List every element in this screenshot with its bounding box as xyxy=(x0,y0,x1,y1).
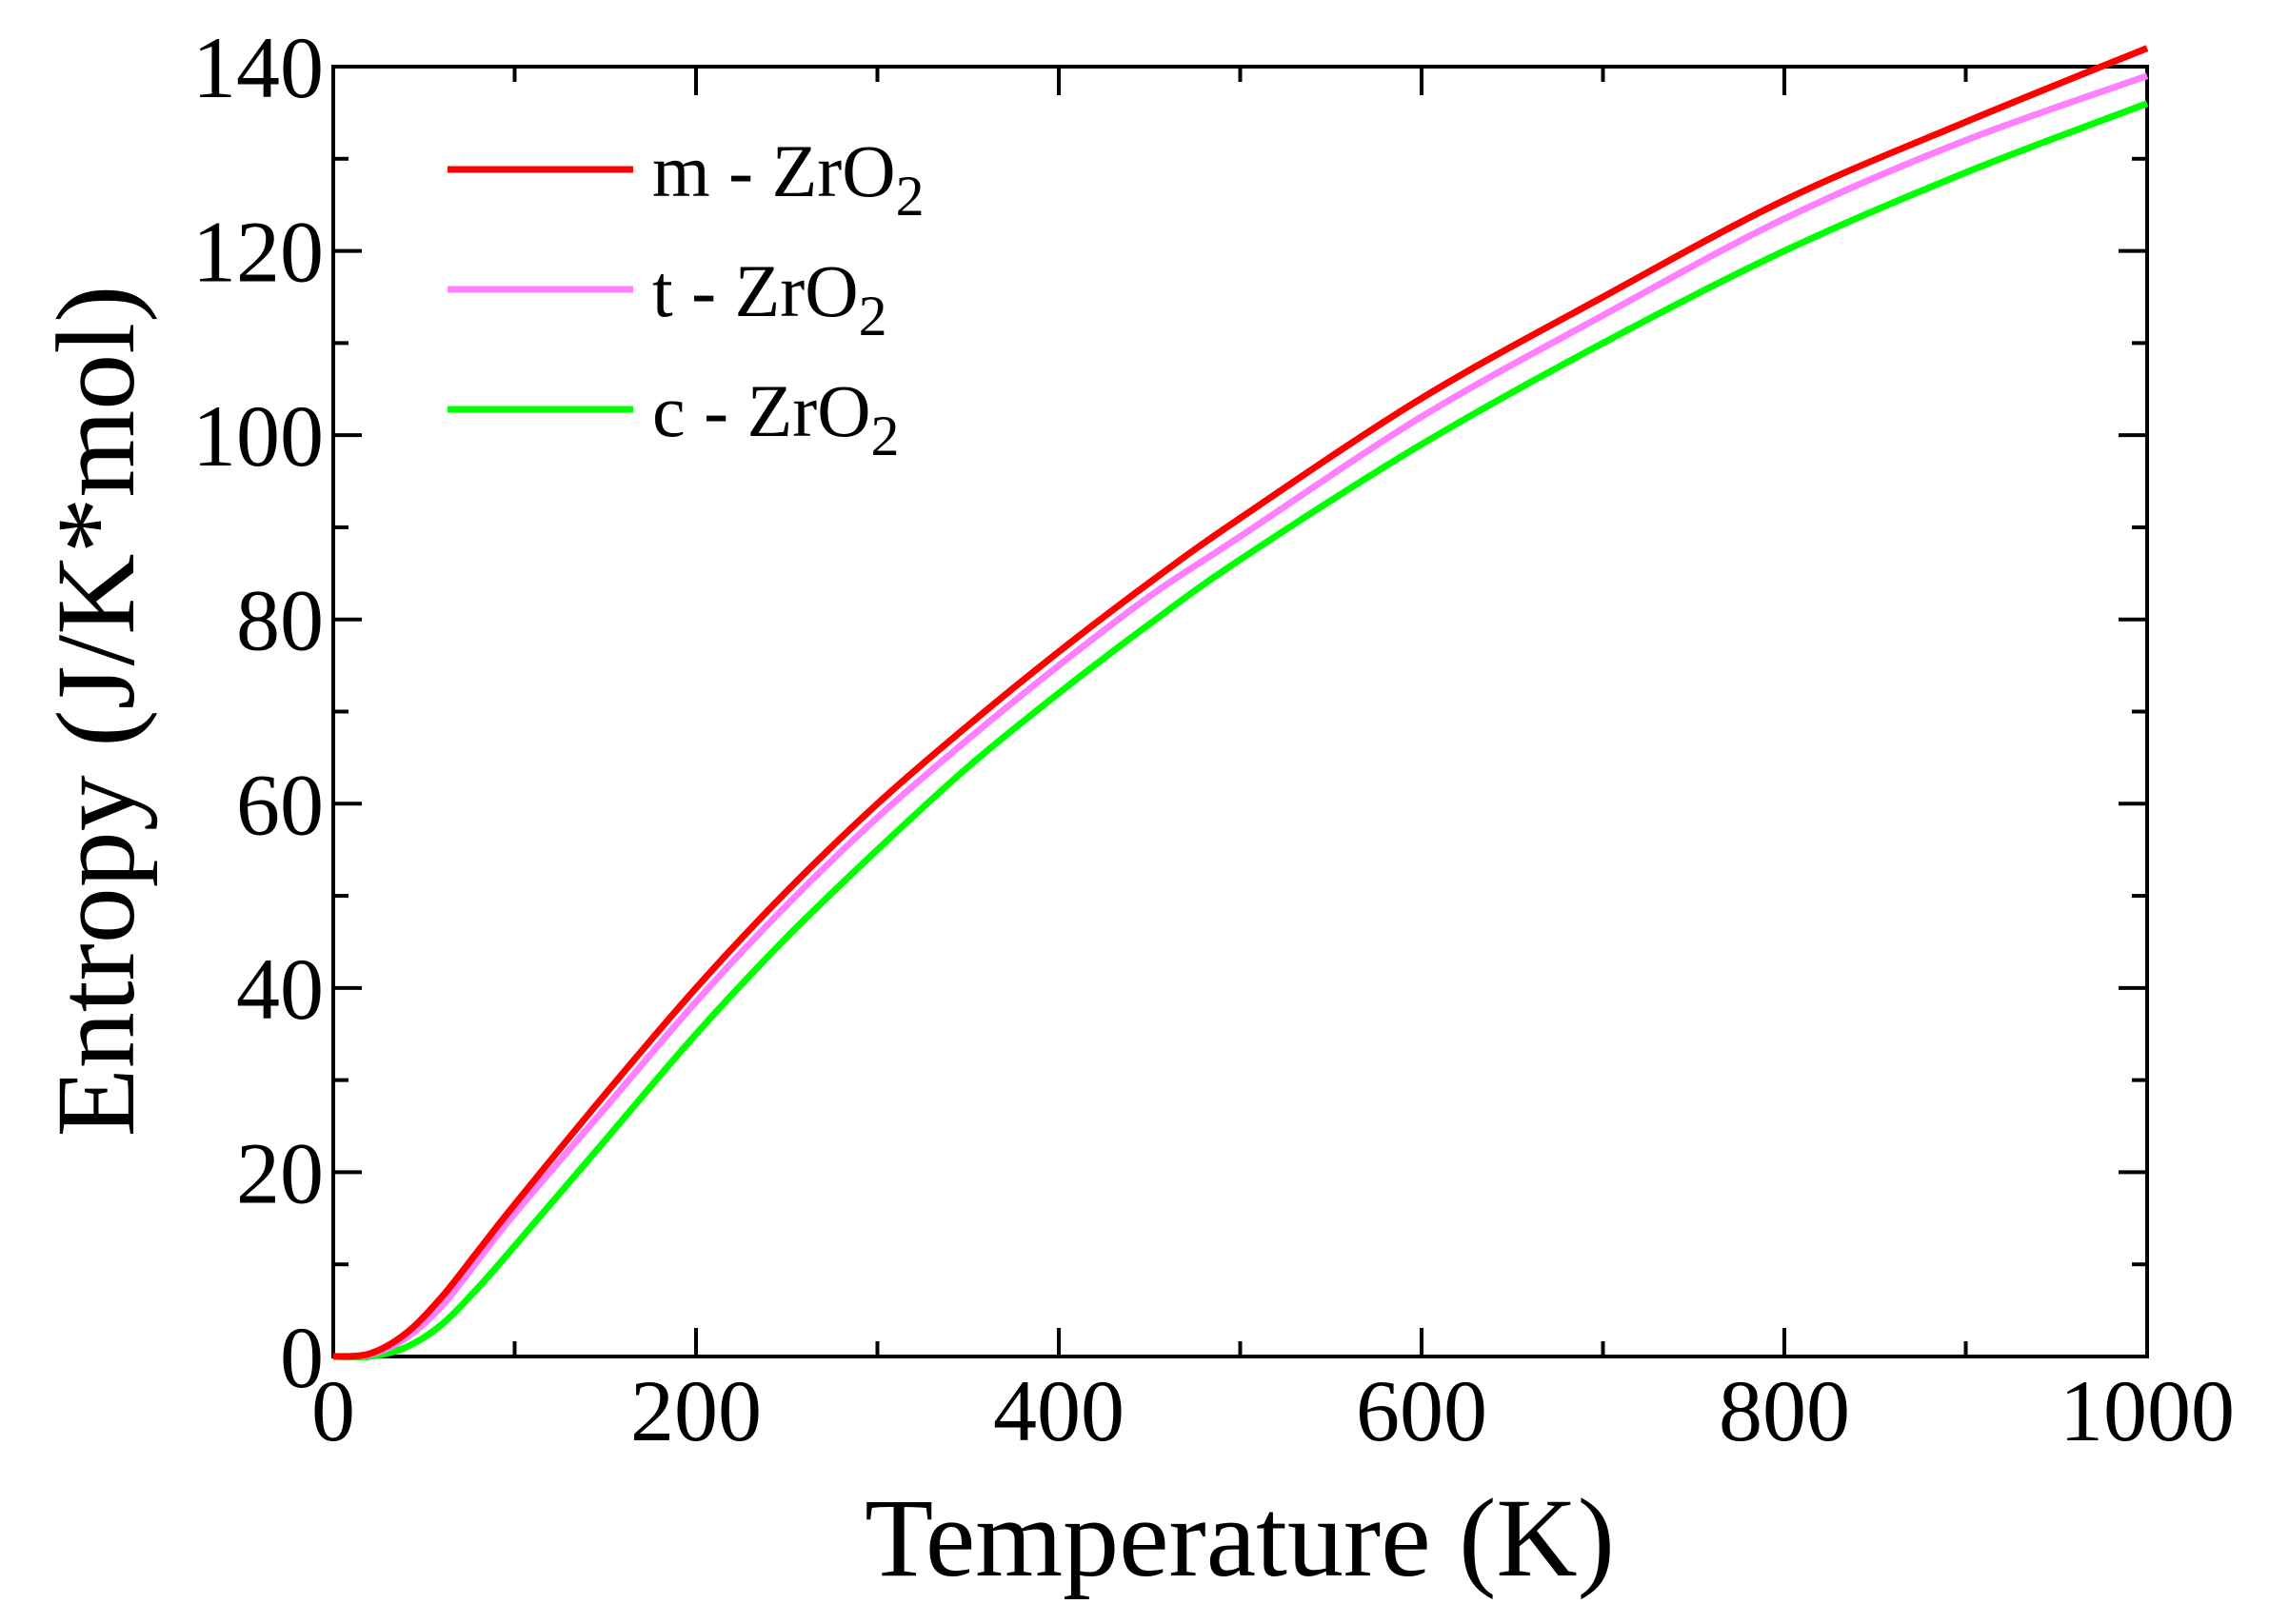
axis-ticks xyxy=(331,65,2149,1358)
x-tick-label: 200 xyxy=(630,1362,762,1459)
legend-label: m - ZrO2 xyxy=(652,129,925,228)
y-tick-label: 20 xyxy=(236,1124,324,1221)
series-line-c xyxy=(332,100,2149,1361)
legend-label-subscript: 2 xyxy=(859,285,887,347)
series-line-m xyxy=(332,45,2149,1360)
legend-label: c - ZrO2 xyxy=(652,369,900,467)
x-tick-label: 1000 xyxy=(2060,1362,2235,1459)
y-axis-title: Entropy (J/K*mol) xyxy=(33,286,158,1138)
plot-frame xyxy=(331,65,2149,1358)
y-tick-label: 140 xyxy=(192,19,324,116)
y-tick-label: 80 xyxy=(236,572,324,669)
y-tick-label: 100 xyxy=(192,387,324,485)
x-tick-label: 800 xyxy=(1719,1362,1850,1459)
tick-labels: 0 200 400 600 800 1000 0 20 40 60 80 100 120 140 xyxy=(192,19,2235,1459)
legend-label-main: t - ZrO xyxy=(652,249,859,332)
x-tick-label: 600 xyxy=(1356,1362,1487,1459)
y-tick-label: 40 xyxy=(236,941,324,1038)
y-tick-label: 60 xyxy=(236,756,324,853)
series-lines xyxy=(332,45,2149,1361)
legend-label-main: m - ZrO xyxy=(652,129,896,212)
x-tick-label: 0 xyxy=(311,1362,355,1459)
y-tick-label: 120 xyxy=(192,204,324,301)
legend-label-main: c - ZrO xyxy=(652,369,871,452)
x-axis-title: Temperature (K) xyxy=(865,1475,1615,1600)
legend-label: t - ZrO2 xyxy=(652,249,887,347)
legend-label-subscript: 2 xyxy=(871,405,900,467)
y-tick-label: 0 xyxy=(280,1309,324,1406)
legend-label-subscript: 2 xyxy=(896,165,925,228)
series-line-t xyxy=(332,72,2149,1360)
x-tick-label: 400 xyxy=(993,1362,1125,1459)
